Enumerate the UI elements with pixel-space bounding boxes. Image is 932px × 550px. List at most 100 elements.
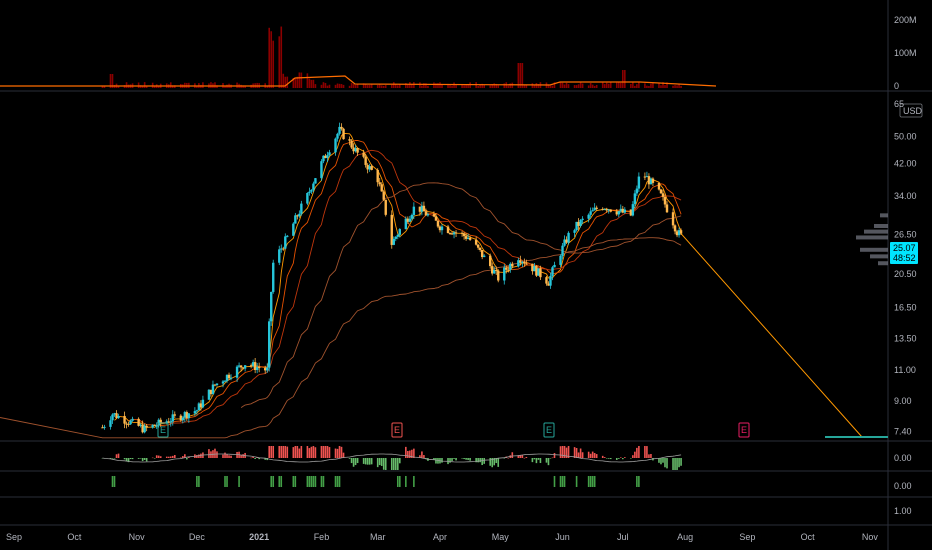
volume-bar bbox=[447, 83, 449, 88]
oscillator-bar bbox=[425, 458, 427, 459]
y-axis[interactable]: 200M 100M 0 65 50.00 42.00 34.00 26.50 20.50 16.5… bbox=[894, 15, 917, 516]
earnings-marker-box bbox=[543, 422, 555, 438]
candle-body bbox=[398, 229, 402, 235]
candle-body bbox=[579, 219, 582, 226]
volume-bar bbox=[362, 83, 365, 88]
oscillator-bar bbox=[577, 452, 580, 458]
oscillator-bar bbox=[553, 453, 556, 458]
earnings-marker[interactable]: E bbox=[738, 422, 750, 438]
volume-bar bbox=[591, 84, 594, 88]
volume-bar bbox=[593, 85, 596, 88]
candle-body bbox=[197, 403, 201, 411]
x-axis-label: Sep bbox=[739, 532, 755, 542]
candle-body bbox=[356, 148, 359, 153]
x-axis-label: Jul bbox=[617, 532, 629, 542]
volume-bar bbox=[334, 84, 337, 88]
oscillator-bar bbox=[182, 456, 184, 458]
oscillator-bar bbox=[326, 446, 329, 458]
oscillator-tick: 0.00 bbox=[894, 453, 912, 463]
volume-bar bbox=[678, 83, 680, 88]
signal-bar bbox=[226, 476, 228, 487]
volume-bar bbox=[306, 73, 309, 88]
volume-bar bbox=[595, 84, 598, 88]
candle-body bbox=[380, 184, 383, 192]
volume-bar bbox=[376, 84, 379, 88]
oscillator-bar bbox=[123, 458, 126, 460]
candle-body bbox=[382, 191, 385, 200]
oscillator-bar bbox=[342, 452, 345, 458]
candle-body bbox=[101, 427, 104, 429]
candle-body bbox=[511, 263, 514, 267]
oscillator-bar bbox=[396, 458, 399, 470]
earnings-marker[interactable]: E bbox=[543, 422, 555, 438]
volume-bar bbox=[382, 85, 385, 88]
candle-body bbox=[280, 248, 283, 250]
candle-body bbox=[103, 426, 106, 428]
candle-body bbox=[131, 418, 134, 421]
candle-body bbox=[633, 193, 637, 205]
candle-body bbox=[298, 213, 301, 217]
oscillator-bar bbox=[465, 458, 467, 460]
candle-body bbox=[497, 270, 500, 281]
candle-body bbox=[257, 367, 261, 369]
candle-body bbox=[589, 211, 592, 215]
volume-bar bbox=[272, 40, 275, 88]
candle-body bbox=[533, 266, 536, 272]
oscillator-bar bbox=[224, 452, 226, 458]
volume-bar bbox=[533, 85, 536, 88]
volume-bar bbox=[354, 85, 357, 88]
candle-body bbox=[237, 365, 241, 367]
currency-label[interactable]: USD bbox=[899, 103, 923, 118]
candle-body bbox=[462, 233, 466, 237]
candle-body bbox=[563, 239, 566, 246]
oscillator-bar bbox=[286, 446, 289, 458]
candle-body bbox=[342, 128, 345, 140]
volume-bar bbox=[523, 85, 526, 88]
earnings-marker[interactable]: E bbox=[157, 422, 169, 438]
volume-bar bbox=[577, 84, 580, 88]
x-axis-label: Aug bbox=[677, 532, 693, 542]
signal-bar bbox=[405, 476, 407, 487]
signal-bar bbox=[336, 476, 339, 487]
candle-body bbox=[183, 412, 187, 418]
candle-body bbox=[143, 425, 146, 433]
candle-body bbox=[169, 421, 172, 423]
oscillator-bar bbox=[632, 455, 634, 458]
candle-body bbox=[410, 214, 414, 219]
oscillator-bar bbox=[423, 455, 425, 458]
oscillator-bar bbox=[240, 455, 242, 458]
candle-body bbox=[468, 237, 472, 240]
volume-bar bbox=[101, 85, 104, 88]
oscillator-bar bbox=[615, 458, 618, 460]
last-price-value: 25.07 bbox=[893, 243, 916, 253]
candle-body bbox=[284, 236, 287, 249]
oscillator-bar bbox=[228, 455, 230, 458]
earnings-marker[interactable]: E bbox=[391, 422, 403, 438]
oscillator-bar bbox=[364, 458, 367, 465]
oscillator-bar bbox=[469, 458, 471, 461]
candle-body bbox=[272, 262, 275, 292]
volume-bars bbox=[101, 26, 682, 89]
volume-bar bbox=[549, 85, 552, 88]
candle-body bbox=[651, 178, 655, 183]
earnings-marker-label: E bbox=[394, 425, 400, 435]
oscillator-bar bbox=[378, 458, 381, 466]
volume-bar bbox=[463, 85, 465, 88]
candle-body bbox=[366, 164, 369, 170]
oscillator-bar bbox=[489, 458, 492, 466]
oscillator-bar bbox=[296, 446, 299, 458]
oscillator-bar bbox=[258, 458, 260, 460]
oscillator-bar bbox=[581, 452, 584, 458]
candle-body bbox=[489, 255, 492, 267]
signal-bar bbox=[638, 476, 640, 487]
candle-body bbox=[320, 161, 323, 179]
price-tick: 7.40 bbox=[894, 426, 912, 436]
oscillator-bar bbox=[198, 454, 200, 458]
candle-body bbox=[239, 365, 243, 368]
volume-tick: 0 bbox=[894, 81, 899, 91]
x-axis-label: Oct bbox=[67, 532, 82, 542]
signal-bar bbox=[575, 476, 578, 487]
volume-bar bbox=[407, 84, 409, 88]
x-axis[interactable]: Sep Oct Nov Dec 2021 Feb Mar Apr May Jun Jul Aug Sep… bbox=[6, 532, 878, 542]
